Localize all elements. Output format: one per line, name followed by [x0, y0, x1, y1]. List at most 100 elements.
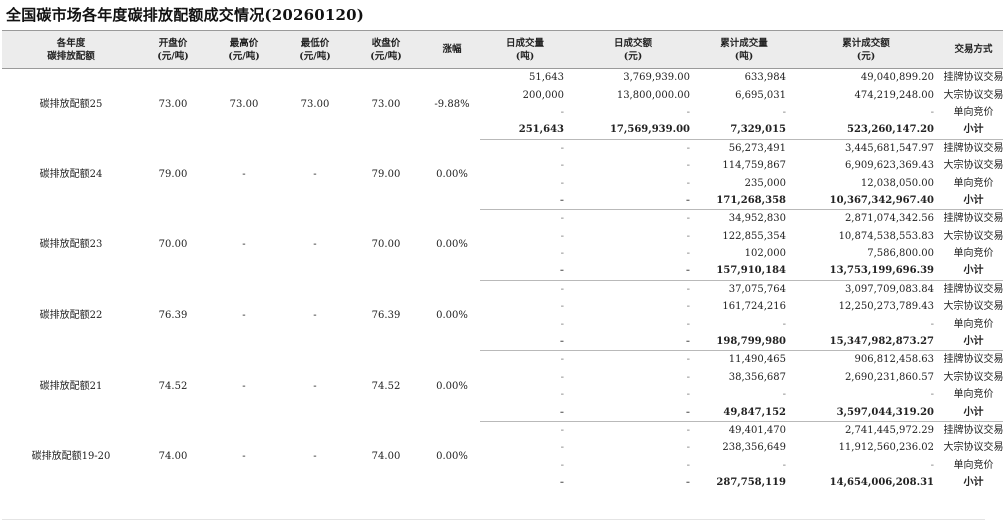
daily-amount-cell: - [686, 371, 690, 383]
daily-volume-cell: - [480, 403, 570, 422]
daily-volume-cell: 51,643 [529, 72, 564, 84]
cumulative-volume-cell: 34,952,830 [728, 213, 786, 225]
quota-name-cell: 碳排放配额21 [39, 380, 103, 392]
cumulative-volume-cell: 49,401,470 [728, 425, 786, 436]
cumulative-volume-cell: - [782, 106, 786, 118]
header-close: 收盘价 (元/吨) [348, 30, 424, 69]
trade-method-cell: 大宗协议交易 [943, 160, 1003, 172]
table-row: - - 114,759,867 6,909,623,369.43 大宗协议交易 [2, 157, 1003, 174]
cumulative-amount-cell: 10,874,538,553.83 [838, 230, 934, 242]
cumulative-amount-cell: 3,597,044,319.20 [792, 403, 940, 422]
cumulative-volume-cell: 122,855,354 [722, 230, 786, 242]
low-price-cell: - [313, 309, 317, 321]
daily-amount-cell: - [686, 213, 690, 225]
daily-amount-cell: - [686, 248, 690, 260]
cumulative-volume-cell: 49,847,152 [696, 403, 792, 422]
cumulative-amount-cell: - [930, 106, 934, 118]
cumulative-volume-cell: 102,000 [744, 248, 786, 260]
cumulative-volume-cell: 37,075,764 [728, 283, 786, 295]
daily-amount-cell: - [570, 332, 696, 352]
open-price-cell: 74.52 [158, 380, 188, 392]
cumulative-amount-cell: 7,586,800.00 [867, 248, 934, 260]
trade-method-cell: 单向竞价 [953, 248, 994, 260]
daily-volume-cell: - [480, 262, 570, 281]
table-row: - - 287,758,119 14,654,006,208.31 小计 [2, 474, 1003, 491]
header-row: 各年度 碳排放配额 开盘价 (元/吨) 最高价 (元/吨) 最低价 (元/吨) … [2, 30, 1003, 69]
cumulative-amount-cell: 12,250,273,789.43 [838, 301, 934, 313]
daily-amount-cell: - [685, 477, 690, 489]
table-body: 碳排放配额25 73.00 73.00 73.00 73.00 -9.88% 51,643 3… [2, 69, 1003, 492]
daily-volume-cell: - [560, 371, 564, 383]
cumulative-amount-cell: 15,347,982,873.27 [792, 332, 940, 352]
trade-method-cell: 大宗协议交易 [943, 301, 1003, 313]
daily-volume-cell: - [560, 283, 564, 295]
table-row: - - 102,000 7,586,800.00 单向竞价 [2, 245, 1003, 262]
open-price-cell: 70.00 [158, 239, 188, 251]
cumulative-volume-cell: 238,356,649 [722, 442, 786, 454]
cumulative-volume-cell: 56,273,491 [728, 142, 786, 154]
change-cell: 0.00% [436, 239, 468, 251]
subtotal-label: 小计 [940, 191, 1003, 211]
daily-volume-cell: - [560, 106, 564, 118]
high-price-cell: - [242, 168, 246, 180]
cumulative-amount-cell: 13,753,199,696.39 [792, 262, 940, 281]
cumulative-amount-cell: 14,654,006,208.31 [829, 477, 934, 489]
cumulative-volume-cell: 198,799,980 [696, 332, 792, 352]
daily-volume-cell: - [560, 425, 564, 436]
header-cumulative-amount: 累计成交额 (元) [792, 30, 940, 69]
trade-method-cell: 挂牌协议交易 [943, 283, 1003, 295]
daily-amount-cell: - [686, 142, 690, 154]
daily-volume-cell: - [560, 318, 564, 330]
quota-name-cell: 碳排放配额19-20 [31, 450, 111, 462]
trade-method-cell: 单向竞价 [953, 459, 994, 471]
cumulative-volume-cell: 171,268,358 [696, 191, 792, 211]
trade-method-cell: 单向竞价 [953, 106, 994, 118]
daily-amount-cell: - [686, 425, 690, 436]
cumulative-volume-cell: - [782, 459, 786, 471]
trade-method-cell: 单向竞价 [953, 177, 994, 189]
trade-method-cell: 单向竞价 [953, 389, 994, 401]
daily-volume-cell: 251,643 [480, 121, 570, 140]
daily-amount-cell: 17,569,939.00 [570, 121, 696, 140]
cumulative-amount-cell: - [930, 459, 934, 471]
daily-volume-cell: - [560, 459, 564, 471]
table-row: 碳排放配额22 76.39 - - 76.39 0.00% - - 37,075,764 3,09… [2, 280, 1003, 321]
cumulative-amount-cell: 3,445,681,547.97 [844, 142, 934, 154]
table-row: - - - - 单向竞价 [2, 457, 1003, 474]
table-row: - - 161,724,216 12,250,273,789.43 大宗协议交易 [2, 298, 1003, 315]
daily-amount-cell: - [686, 389, 690, 401]
subtotal-label: 小计 [940, 262, 1003, 281]
header-high: 最高价 (元/吨) [206, 30, 282, 69]
trade-method-cell: 挂牌协议交易 [943, 354, 1003, 366]
daily-amount-cell: - [570, 262, 696, 281]
subtotal-label: 小计 [940, 403, 1003, 422]
quota-name-cell: 碳排放配额25 [39, 98, 103, 110]
table-row: - -49,847,152 3,597,044,319.20 小计 [2, 403, 1003, 422]
cumulative-amount-cell: 2,741,445,972.29 [844, 425, 934, 436]
change-cell: 0.00% [436, 380, 468, 392]
cumulative-amount-cell: 906,812,458.63 [854, 354, 934, 366]
cumulative-volume-cell: 287,758,119 [716, 477, 786, 489]
trade-method-cell: 挂牌协议交易 [943, 142, 1003, 154]
cumulative-volume-cell: - [782, 318, 786, 330]
table-row: 251,643 17,569,939.00 7,329,015 523,260,147… [2, 121, 1003, 140]
daily-volume-cell: - [560, 177, 564, 189]
table-row: - - - - 单向竞价 [2, 386, 1003, 403]
daily-volume-cell: - [560, 301, 564, 313]
table-row: - - - - 单向竞价 [2, 315, 1003, 332]
table-row: - - 235,000 12,038,050.00 单向竞价 [2, 174, 1003, 191]
trade-method-cell: 大宗协议交易 [943, 371, 1003, 383]
carbon-quota-table: 各年度 碳排放配额 开盘价 (元/吨) 最高价 (元/吨) 最低价 (元/吨) … [2, 30, 1003, 491]
close-price-cell: 74.00 [371, 450, 401, 462]
daily-volume-cell: - [480, 191, 570, 211]
change-cell: 0.00% [436, 309, 468, 321]
close-price-cell: 76.39 [371, 309, 401, 321]
table-row: - - 238,356,649 11,912,560,236.02 大宗协议交易 [2, 439, 1003, 456]
cumulative-volume-cell: 114,759,867 [722, 160, 786, 172]
daily-volume-cell: - [560, 442, 564, 454]
header-low: 最低价 (元/吨) [282, 30, 348, 69]
header-change: 涨幅 [424, 30, 480, 69]
cumulative-volume-cell: 161,724,216 [722, 301, 786, 313]
low-price-cell: - [313, 380, 317, 392]
trade-method-cell: 大宗协议交易 [943, 89, 1003, 101]
